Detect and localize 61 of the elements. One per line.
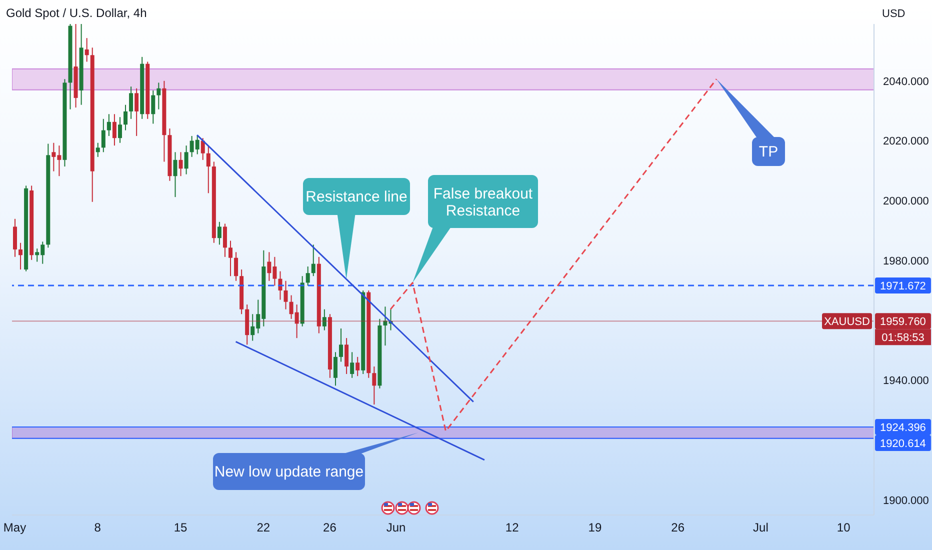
annotation: TP <box>758 144 778 160</box>
y-tick-label: 1900.000 <box>883 494 929 507</box>
candlestick <box>306 266 310 286</box>
annotation: Resistance line <box>306 188 408 206</box>
x-tick-label: 15 <box>174 520 188 535</box>
y-tick-label: 2040.000 <box>883 76 929 88</box>
candlestick <box>13 218 17 258</box>
candlestick <box>129 86 134 120</box>
x-tick-label: 19 <box>588 520 602 535</box>
annotation: New low update range <box>214 464 364 480</box>
candlestick <box>184 145 188 175</box>
candlestick <box>372 366 376 406</box>
annotation: XAUUSD <box>824 316 870 328</box>
y-tick-label: 1940.000 <box>883 375 929 388</box>
candlestick <box>151 90 156 124</box>
candlestick <box>173 152 178 198</box>
candlestick <box>222 223 227 258</box>
candlestick <box>350 352 354 378</box>
candlestick <box>106 114 111 136</box>
y-axis-title: USD <box>882 8 906 20</box>
ref-line-label: 1920.614 <box>880 438 926 450</box>
candlestick <box>200 138 205 160</box>
candlestick <box>228 240 232 277</box>
x-tick-label: 22 <box>256 520 270 535</box>
candlestick <box>101 118 106 153</box>
text: 01:58:53 <box>882 332 924 344</box>
candlestick <box>124 104 128 131</box>
candlestick <box>112 114 116 146</box>
candlestick <box>339 328 344 362</box>
candlestick <box>344 338 349 374</box>
annotation: False breakout Resistance <box>433 186 534 220</box>
candlestick <box>356 356 360 377</box>
y-tick-label: 2020.000 <box>883 136 929 148</box>
ref-line-label: 1924.396 <box>880 422 926 434</box>
candlestick <box>234 252 238 282</box>
candlestick <box>96 142 100 158</box>
x-tick-label: Jul <box>753 520 768 535</box>
candlestick <box>206 145 210 194</box>
candlestick <box>322 308 326 331</box>
x-tick-label: 10 <box>836 520 851 535</box>
candlestick <box>217 221 222 246</box>
ref-line-label: 1971.672 <box>880 280 926 292</box>
y-tick-label: 2000.000 <box>883 196 929 208</box>
y-tick-label: 1980.000 <box>883 255 929 268</box>
x-tick-label: Jun <box>386 520 406 535</box>
candlestick <box>178 152 183 177</box>
chart-title: Gold Spot / U.S. Dollar, 4h <box>6 6 147 20</box>
candlestick <box>333 352 338 386</box>
ref-line-label: 1959.760 <box>880 316 926 328</box>
candlestick <box>18 242 23 270</box>
candlestick <box>284 280 288 310</box>
x-tick-label: 26 <box>671 520 685 535</box>
candlestick <box>118 116 122 144</box>
candlestick <box>156 82 161 110</box>
x-tick-label: 12 <box>505 520 520 535</box>
candlestick <box>311 244 316 277</box>
x-tick-label: 8 <box>94 520 102 535</box>
x-tick-label: May <box>3 520 26 535</box>
x-tick-label: 26 <box>323 520 337 535</box>
candlestick <box>84 38 89 62</box>
candlestick <box>134 88 139 136</box>
